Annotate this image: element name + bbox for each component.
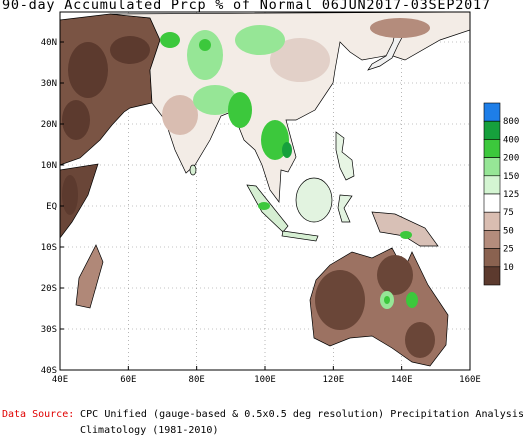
legend-label: 400 — [503, 135, 519, 145]
legend-swatch — [483, 230, 501, 249]
source-text: CPC Unified (gauge-based & 0.5x0.5 deg r… — [80, 409, 524, 420]
legend-label: 50 — [503, 226, 514, 236]
lon-tick-label: 120E — [322, 375, 344, 385]
legend-swatch — [483, 175, 501, 195]
lon-tick-label: 60E — [120, 375, 136, 385]
legend-label: 150 — [503, 172, 519, 182]
lat-tick-label: 30N — [41, 79, 57, 89]
legend-label: 800 — [503, 117, 519, 127]
legend-label: 25 — [503, 245, 514, 255]
legend: 800 400 200 150 125 75 50 25 10 — [483, 102, 519, 286]
legend-swatch — [483, 211, 501, 231]
lon-tick-label: 80E — [189, 375, 205, 385]
legend-label: 75 — [503, 208, 514, 218]
legend-swatch — [483, 193, 501, 213]
legend-swatch — [483, 248, 501, 268]
legend-label: 200 — [503, 154, 519, 164]
lat-tick-label: 10S — [41, 243, 57, 253]
lat-tick-label: 20N — [41, 120, 57, 130]
lon-tick-label: 160E — [459, 375, 481, 385]
legend-swatch — [483, 266, 501, 286]
lat-tick-label: 30S — [41, 325, 57, 335]
legend-swatch — [483, 120, 501, 140]
lat-tick-label: 20S — [41, 284, 57, 294]
legend-label: 125 — [503, 190, 519, 200]
legend-swatch — [483, 102, 501, 122]
lat-tick-label: 10N — [41, 161, 57, 171]
source-label: Data Source: — [2, 409, 74, 420]
map-title: 90-day Accumulated Prcp % of Normal 06JU… — [2, 0, 490, 13]
precip-anomaly — [62, 18, 435, 358]
lon-tick-label: 100E — [254, 375, 276, 385]
legend-swatch — [483, 139, 501, 158]
legend-label: 10 — [503, 263, 514, 273]
lon-tick-label: 140E — [391, 375, 413, 385]
lat-tick-label: 40N — [41, 38, 57, 48]
legend-swatch — [483, 157, 501, 177]
climatology-text: Climatology (1981-2010) — [80, 425, 218, 436]
lon-tick-label: 40E — [52, 375, 68, 385]
lat-tick-label: 40S — [41, 366, 57, 376]
lat-tick-label: EQ — [46, 202, 57, 212]
